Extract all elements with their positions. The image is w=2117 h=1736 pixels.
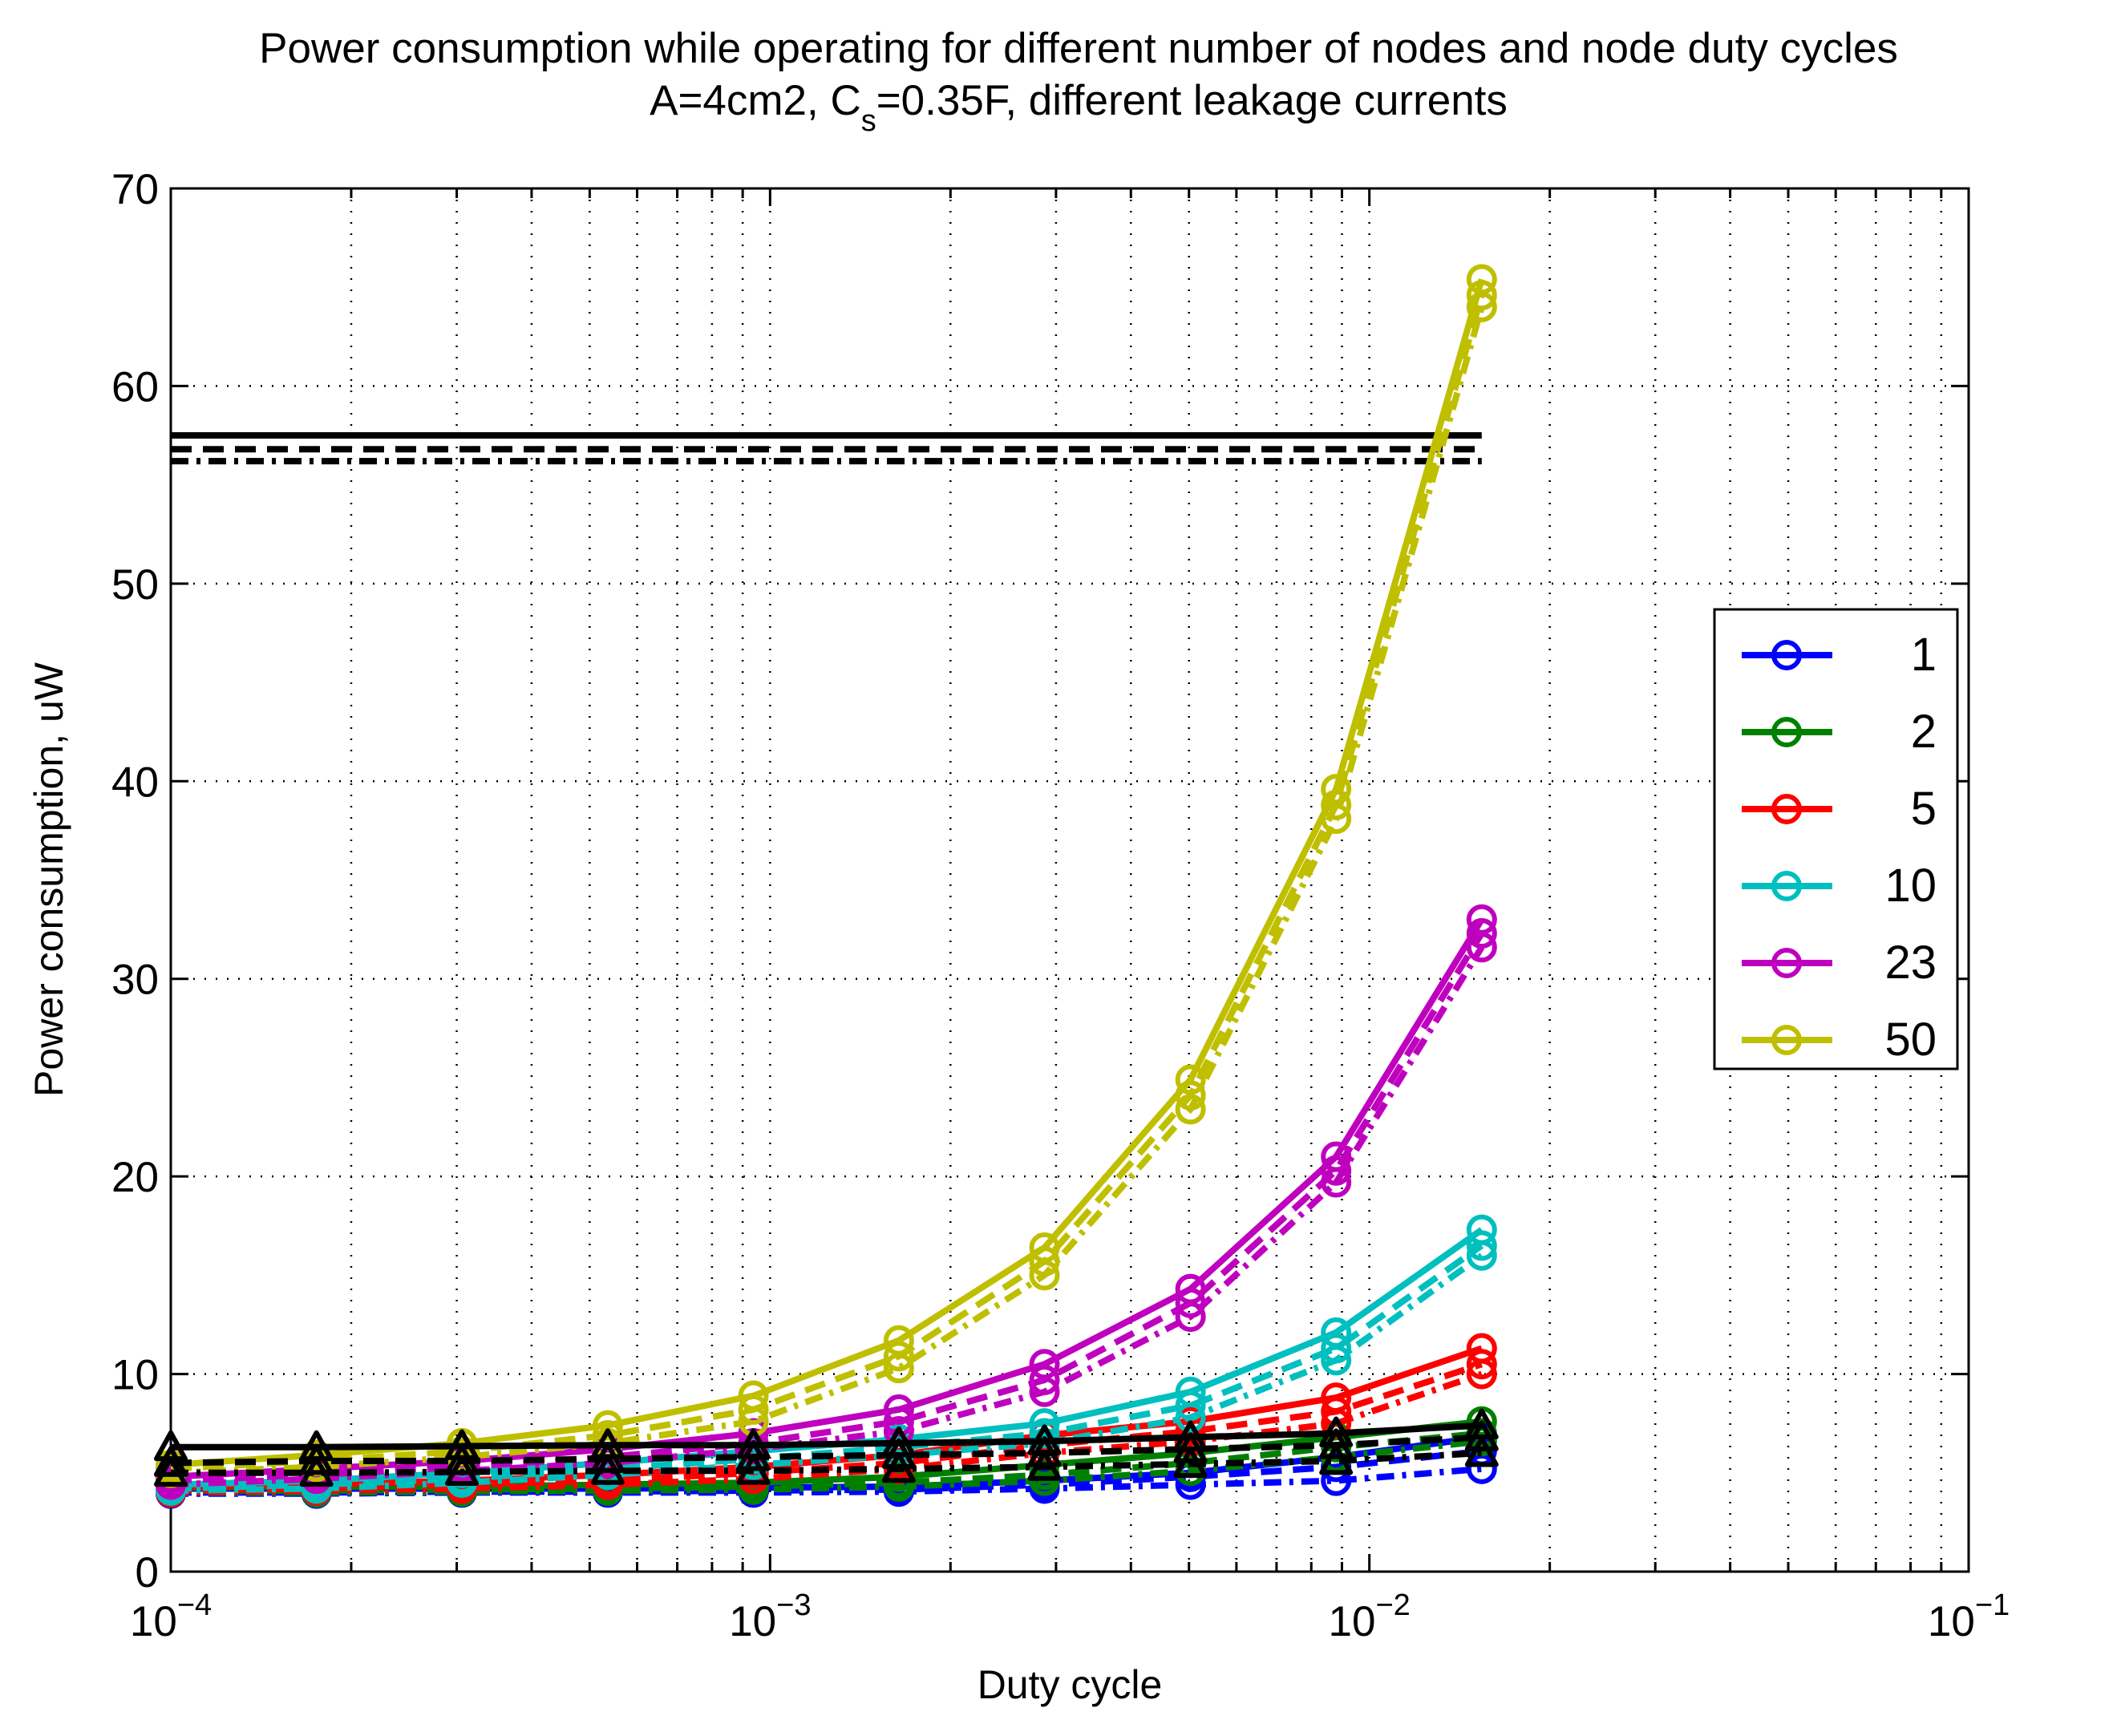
series-marker-10 [1175,1402,1206,1433]
black-series-line [171,1422,1483,1451]
series-marker-50 [738,1394,769,1425]
series-marker-50 [1321,803,1352,835]
y-tick-label: 70 [111,166,159,213]
series-marker-10 [1466,1240,1497,1271]
black-series-marker [1319,1428,1354,1459]
series-marker-23 [1029,1376,1060,1407]
y-tick-label: 40 [111,759,159,806]
y-tick-label: 0 [136,1549,159,1596]
legend-label-5: 5 [1911,783,1937,835]
series-line-2 [171,1430,1483,1494]
x-axis-label: Duty cycle [978,1662,1163,1707]
black-series-marker [1464,1420,1499,1451]
subtitle-part-1: A=4cm2, C [650,77,861,124]
black-series-line [171,1450,1483,1476]
series-line-1 [171,1465,1483,1497]
black-series-marker [299,1455,334,1487]
series-marker-50 [1466,280,1497,311]
series-line-50 [170,278,1485,1468]
black-series-marker [590,1442,625,1473]
series-line-23 [170,917,1485,1480]
y-tick-label: 10 [111,1352,159,1399]
legend-marker-23 [1771,948,1802,978]
y-tick-label: 50 [111,561,159,609]
series-marker-50 [883,1353,914,1384]
axis-ticks: 0 10 20 30 40 50 60 70 10−4 10−3 10−2 10−1 [111,166,2010,1645]
y-tick-label: 20 [111,1154,159,1201]
legend-label-2: 2 [1911,706,1937,758]
black-series-marker [1319,1444,1354,1475]
series-line-50 [170,306,1485,1476]
subtitle-subscript: s [861,104,876,138]
x-tick-label: 10−4 [130,1588,212,1645]
series-line-23 [170,945,1485,1488]
series-marker-23 [883,1394,914,1425]
series-layer [154,264,1499,1509]
series-marker-23 [1466,932,1497,963]
series-line-23 [170,931,1485,1484]
black-series-marker [1027,1450,1062,1481]
legend-box [1713,608,1959,1070]
legend-label-1: 1 [1911,629,1937,681]
x-tick-label: 10−3 [729,1588,811,1645]
black-series-marker [590,1454,625,1485]
y-tick-label: 30 [111,957,159,1004]
black-series-marker [736,1454,771,1485]
series-marker-10 [1321,1345,1352,1376]
series-marker-50 [1029,1260,1060,1291]
series-marker-5 [1321,1396,1352,1427]
legend-marker-1 [1771,640,1802,670]
y-tick-label: 60 [111,363,159,411]
x-tick-label: 10−1 [1928,1588,2010,1645]
series-marker-50 [592,1410,623,1441]
black-series-line [170,1434,1483,1467]
series-marker-1 [1466,1453,1497,1484]
black-series-marker [444,1455,479,1486]
series-marker-23 [1321,1155,1352,1186]
series-marker-23 [1466,918,1497,949]
black-series-marker [1173,1432,1208,1463]
legend-label-10: 10 [1884,860,1937,912]
black-series-marker [154,1455,188,1487]
series-line-2 [171,1438,1483,1496]
black-series-marker [881,1451,916,1483]
series-marker-5 [1466,1358,1497,1390]
chart-title: Power consumption while operating for di… [259,25,1898,72]
series-marker-23 [1321,1167,1352,1198]
black-series-marker [299,1444,334,1475]
series-line-10 [170,1252,1484,1494]
legend-marker-2 [1771,717,1802,747]
legend-items: 1 2 5 10 23 50 [1742,629,1937,1066]
legend-marker-50 [1771,1025,1802,1055]
black-series-marker [1464,1436,1499,1467]
grid-lines [171,188,1969,1572]
series-marker-50 [1175,1094,1206,1125]
legend: 1 2 5 10 23 50 [1713,608,1959,1070]
chart-subtitle: A=4cm2, Cs=0.35F, different leakage curr… [650,77,1508,138]
legend-marker-10 [1771,871,1802,901]
x-tick-label: 10−2 [1329,1588,1411,1645]
black-series-marker [1173,1447,1208,1479]
series-marker-23 [1175,1301,1206,1333]
y-axis-label: Power consumption, uW [26,662,71,1097]
plot-area-frame [169,187,1970,1573]
legend-marker-5 [1771,794,1802,824]
subtitle-part-2: =0.35F, different leakage currents [876,77,1508,124]
legend-label-50: 50 [1884,1014,1937,1066]
legend-label-23: 23 [1884,937,1937,989]
series-line-50 [170,294,1485,1472]
series-marker-50 [1466,291,1497,322]
